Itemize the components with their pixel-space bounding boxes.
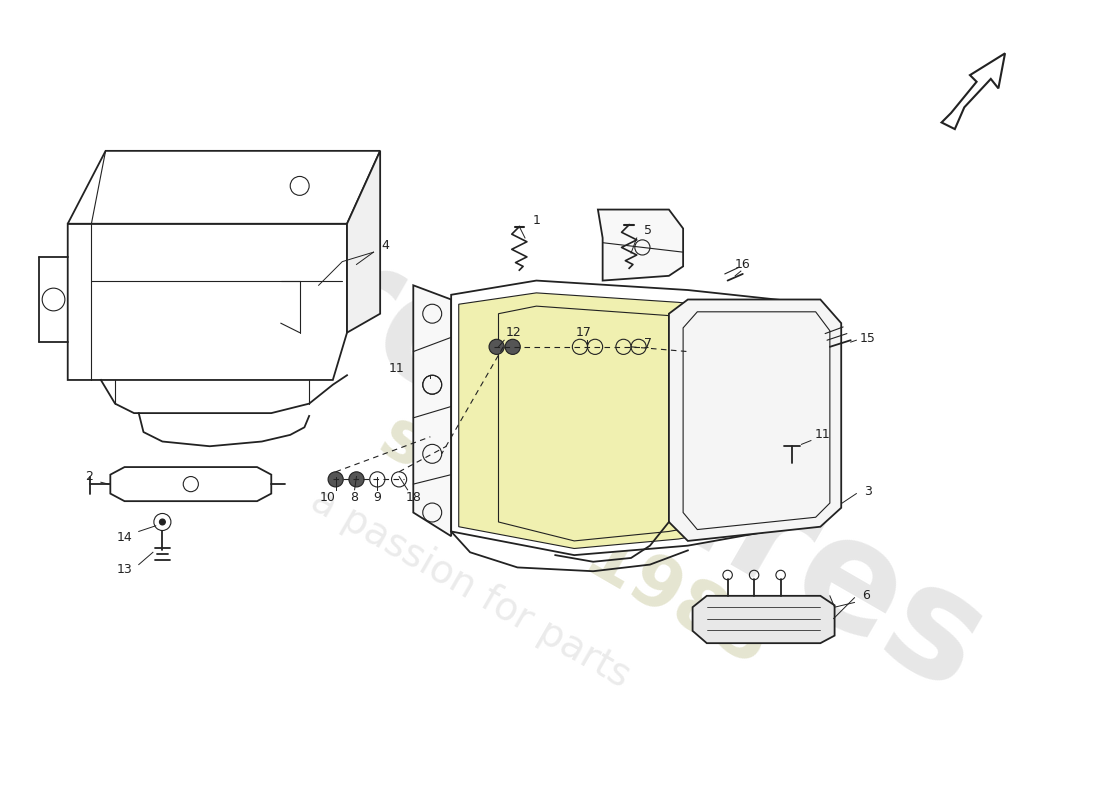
Polygon shape [414,286,451,536]
Text: 5: 5 [645,224,652,237]
Text: 7: 7 [645,338,652,350]
Polygon shape [942,54,1005,129]
Polygon shape [68,224,346,380]
Polygon shape [346,151,381,333]
Text: 3: 3 [864,485,871,498]
Polygon shape [110,467,272,501]
Text: 15: 15 [860,332,876,345]
Text: 10: 10 [320,491,336,504]
Text: 12: 12 [506,326,521,339]
Circle shape [160,519,165,525]
Text: 11: 11 [388,362,404,375]
Text: 8: 8 [351,491,359,504]
Circle shape [490,339,504,354]
Text: a passion for parts: a passion for parts [304,482,637,695]
Text: 11: 11 [814,428,830,442]
Circle shape [328,472,343,487]
Polygon shape [68,151,381,224]
Text: 18: 18 [406,491,421,504]
Text: 13: 13 [117,563,132,576]
Text: eurospares: eurospares [100,112,1011,724]
Text: 2: 2 [86,470,94,483]
Text: 4: 4 [381,239,388,252]
Circle shape [505,339,520,354]
Polygon shape [669,299,842,541]
Text: 1: 1 [532,214,540,227]
Polygon shape [693,596,835,643]
Text: 16: 16 [735,258,750,271]
Polygon shape [451,281,839,555]
Polygon shape [459,293,816,549]
Text: 14: 14 [117,530,132,544]
Text: since 1985: since 1985 [367,402,781,680]
Polygon shape [598,210,683,281]
Text: 17: 17 [575,326,592,339]
Text: 6: 6 [862,590,870,602]
Circle shape [349,472,364,487]
Text: 9: 9 [373,491,382,504]
